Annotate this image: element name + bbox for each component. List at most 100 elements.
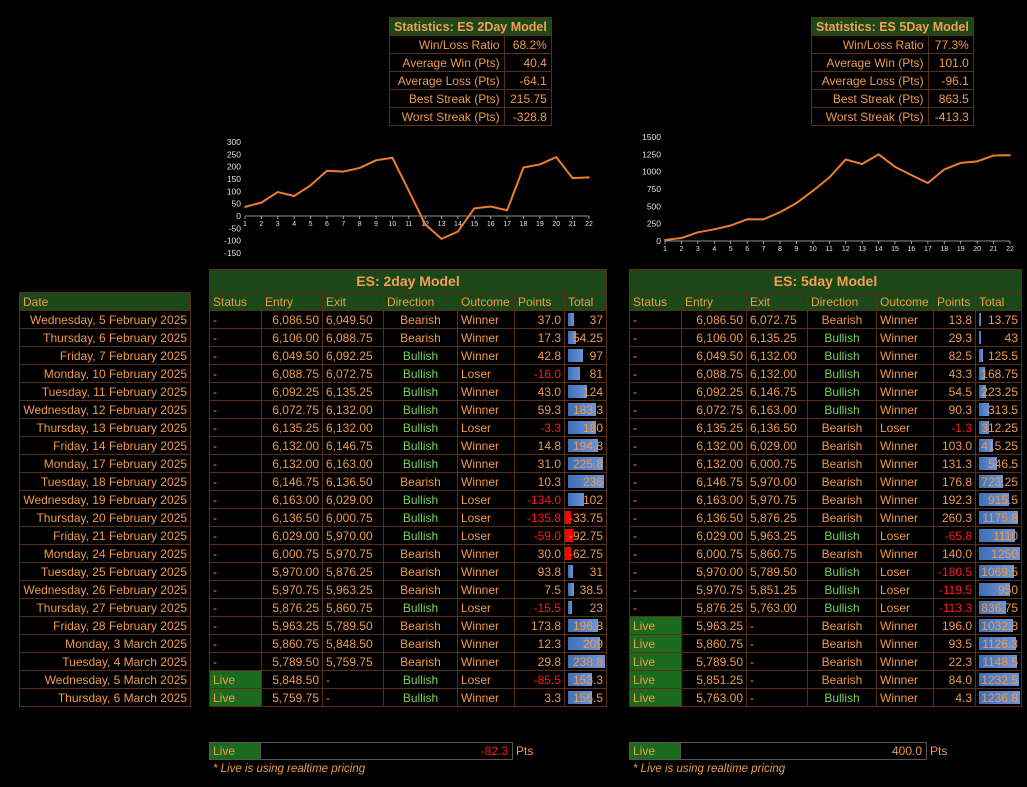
- table-row: Live 5,963.25- Bearish Winner 196.0 1032.8: [629, 616, 1022, 635]
- entry-cell: 6,106.00: [261, 328, 323, 347]
- direction-cell: Bullish: [383, 400, 458, 419]
- direction-cell: Bullish: [383, 490, 458, 509]
- x-tick-label: 17: [503, 221, 511, 228]
- x-tick-label: 14: [454, 221, 462, 228]
- direction-cell: Bearish: [383, 652, 458, 671]
- live-summary-5day: Live 400.0: [629, 742, 927, 760]
- outcome-cell: Winner: [876, 688, 934, 707]
- column-header: Outcome: [457, 292, 515, 311]
- entry-cell: 5,970.75: [681, 580, 747, 599]
- total-value: 168.75: [981, 366, 1018, 381]
- date-cell: Tuesday, 18 February 2025: [19, 472, 191, 491]
- total-cell: 38.5: [564, 580, 607, 599]
- direction-cell: Bearish: [807, 508, 877, 527]
- outcome-cell: Winner: [457, 634, 515, 653]
- total-cell: 236: [564, 472, 607, 491]
- total-value: 1175.8: [982, 510, 1018, 525]
- model-2day-table: ES: 2day Model Status Entry Exit Direction O…: [209, 269, 607, 707]
- outcome-cell: Winner: [457, 580, 515, 599]
- x-tick-label: 11: [405, 221, 412, 228]
- total-value: 13.75: [987, 312, 1018, 327]
- total-cell: 1069.5: [975, 562, 1022, 581]
- total-bar: [979, 529, 1016, 542]
- x-tick-label: 16: [908, 246, 916, 253]
- model-5day-table: ES: 5day Model Status Entry Exit Direction O…: [629, 269, 1022, 707]
- total-value: 723.25: [981, 474, 1018, 489]
- stats-label: Average Win (Pts): [389, 53, 505, 72]
- total-cell: 102: [564, 490, 607, 509]
- data-point: [910, 174, 913, 177]
- total-cell: 1232.5: [975, 670, 1022, 689]
- status-cell: -: [629, 382, 682, 401]
- entry-cell: 6,049.50: [261, 346, 323, 365]
- total-value: 153.3: [572, 672, 603, 687]
- direction-cell: Bullish: [807, 526, 877, 545]
- x-tick-label: 3: [696, 246, 700, 253]
- outcome-cell: Loser: [876, 580, 934, 599]
- table-row: Thursday, 13 February 2025: [19, 418, 191, 437]
- total-bar: [568, 367, 581, 380]
- table-row: Wednesday, 19 February 2025: [19, 490, 191, 509]
- points-cell: -15.5: [514, 598, 565, 617]
- data-point: [293, 195, 296, 197]
- date-cell: Wednesday, 5 March 2025: [19, 670, 191, 689]
- live-note: * Live is using realtime pricing: [633, 763, 786, 775]
- x-tick-label: 10: [389, 221, 397, 228]
- direction-cell: Bullish: [807, 382, 877, 401]
- status-cell: -: [209, 364, 262, 383]
- table-row: -6,132.00 6,163.00 Bullish Winner 31.0 225.8: [209, 454, 607, 473]
- total-bar: [979, 655, 1017, 668]
- exit-cell: -: [746, 688, 808, 707]
- total-value: 194.8: [572, 438, 603, 453]
- direction-cell: Bearish: [807, 454, 877, 473]
- points-cell: -180.5: [933, 562, 976, 581]
- direction-cell: Bullish: [383, 454, 458, 473]
- exit-cell: 5,970.00: [322, 526, 384, 545]
- outcome-cell: Winner: [876, 400, 934, 419]
- date-cell: Friday, 14 February 2025: [19, 436, 191, 455]
- x-tick-label: 5: [309, 221, 313, 228]
- column-header-row: Status Entry Exit Direction Outcome Points Tot…: [629, 292, 1022, 311]
- x-tick-label: 3: [276, 221, 280, 228]
- points-cell: -119.5: [933, 580, 976, 599]
- exit-cell: -: [746, 616, 808, 635]
- points-cell: 173.8: [514, 616, 565, 635]
- x-tick-label: 11: [826, 246, 833, 253]
- outcome-cell: Loser: [457, 508, 515, 527]
- table-row: Wednesday, 26 February 2025: [19, 580, 191, 599]
- table-row: Wednesday, 5 March 2025: [19, 670, 191, 689]
- total-bar: [979, 673, 1020, 686]
- total-bar: [979, 439, 993, 452]
- status-cell: -: [629, 562, 682, 581]
- total-cell: 312.25: [975, 418, 1022, 437]
- entry-cell: 5,763.00: [681, 688, 747, 707]
- exit-cell: 6,000.75: [746, 454, 808, 473]
- data-point: [375, 159, 377, 162]
- data-point: [926, 182, 929, 184]
- column-header: Total: [975, 292, 1022, 311]
- table-row: -6,163.00 6,029.00 Bullish Loser -134.0 102: [209, 490, 607, 509]
- stats-label: Average Win (Pts): [811, 53, 929, 72]
- entry-cell: 6,029.00: [681, 526, 747, 545]
- points-cell: 13.8: [933, 310, 976, 329]
- date-header: Date: [19, 292, 191, 311]
- points-cell: -59.0: [514, 526, 565, 545]
- entry-cell: 6,092.25: [681, 382, 747, 401]
- outcome-cell: Winner: [457, 346, 515, 365]
- points-cell: 93.8: [514, 562, 565, 581]
- total-bar: [979, 403, 990, 416]
- outcome-cell: Winner: [457, 400, 515, 419]
- status-cell: -: [209, 616, 262, 635]
- stats-label: Best Streak (Pts): [389, 89, 505, 108]
- entry-cell: 5,860.75: [261, 634, 323, 653]
- stats-5day-table: Statistics: ES 5Day Model Win/Loss Ratio…: [811, 17, 974, 126]
- total-cell: 81: [564, 364, 607, 383]
- entry-cell: 5,789.50: [681, 652, 747, 671]
- total-bar: [979, 619, 1013, 632]
- y-tick-label: 0: [656, 236, 661, 246]
- column-header: Exit: [322, 292, 384, 311]
- data-point: [680, 237, 683, 239]
- total-cell: -92.75: [564, 526, 607, 545]
- total-value: 225.8: [572, 456, 603, 471]
